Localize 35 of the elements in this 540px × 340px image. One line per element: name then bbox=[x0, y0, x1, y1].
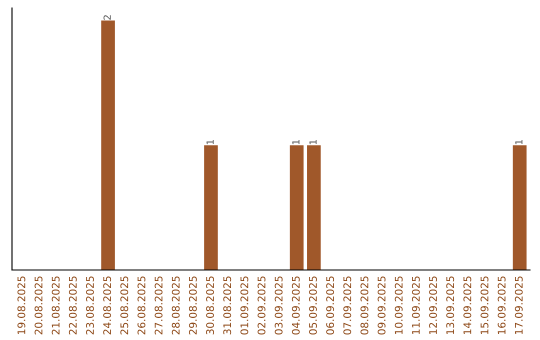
x-tick-label: 03.09.2025 bbox=[274, 276, 283, 335]
x-tick-label: 20.08.2025 bbox=[34, 276, 42, 334]
x-tick-label: 24.08.2025 bbox=[103, 276, 112, 334]
x-tick-label: 08.09.2025 bbox=[360, 276, 368, 335]
data-label: 1 bbox=[309, 140, 317, 144]
x-tick-label: 30.08.2025 bbox=[206, 276, 214, 334]
x-tick-label: 16.09.2025 bbox=[498, 276, 506, 334]
x-tick-label: 31.08.2025 bbox=[223, 276, 232, 334]
x-tick-label: 04.09.2025 bbox=[292, 276, 300, 335]
x-tick-label: 21.08.2025 bbox=[52, 276, 60, 334]
x-tick-label: 19.08.2025 bbox=[17, 276, 26, 334]
x-tick-label: 29.08.2025 bbox=[188, 276, 197, 334]
x-tick-label: 17.09.2025 bbox=[514, 276, 523, 334]
data-label: 1 bbox=[292, 140, 300, 144]
x-tick-label: 11.09.2025 bbox=[412, 276, 420, 334]
data-label: 2 bbox=[104, 15, 111, 20]
x-tick-label: 28.08.2025 bbox=[172, 276, 180, 334]
x-tick-label: 22.08.2025 bbox=[68, 276, 77, 334]
x-tick-label: 07.09.2025 bbox=[343, 276, 352, 335]
x-tick-label: 15.09.2025 bbox=[480, 276, 488, 334]
x-tick-label: 09.09.2025 bbox=[378, 276, 386, 335]
data-label: 1 bbox=[206, 140, 214, 144]
data-label: 1 bbox=[515, 140, 522, 144]
x-tick-label: 13.09.2025 bbox=[446, 276, 454, 334]
x-tick-label: 05.09.2025 bbox=[309, 276, 317, 335]
x-tick-label: 06.09.2025 bbox=[326, 276, 334, 335]
x-tick-label: 02.09.2025 bbox=[258, 276, 266, 335]
x-tick-label: 12.09.2025 bbox=[429, 276, 437, 334]
x-tick-label: 01.09.2025 bbox=[240, 276, 248, 335]
x-tick-label: 25.08.2025 bbox=[120, 276, 128, 334]
x-tick-label: 26.08.2025 bbox=[138, 276, 146, 334]
x-tick-label: 14.09.2025 bbox=[463, 276, 472, 334]
x-tick-label: 10.09.2025 bbox=[394, 276, 403, 334]
x-tick-label: 27.08.2025 bbox=[154, 276, 163, 334]
x-tick-label: 23.08.2025 bbox=[86, 276, 94, 334]
